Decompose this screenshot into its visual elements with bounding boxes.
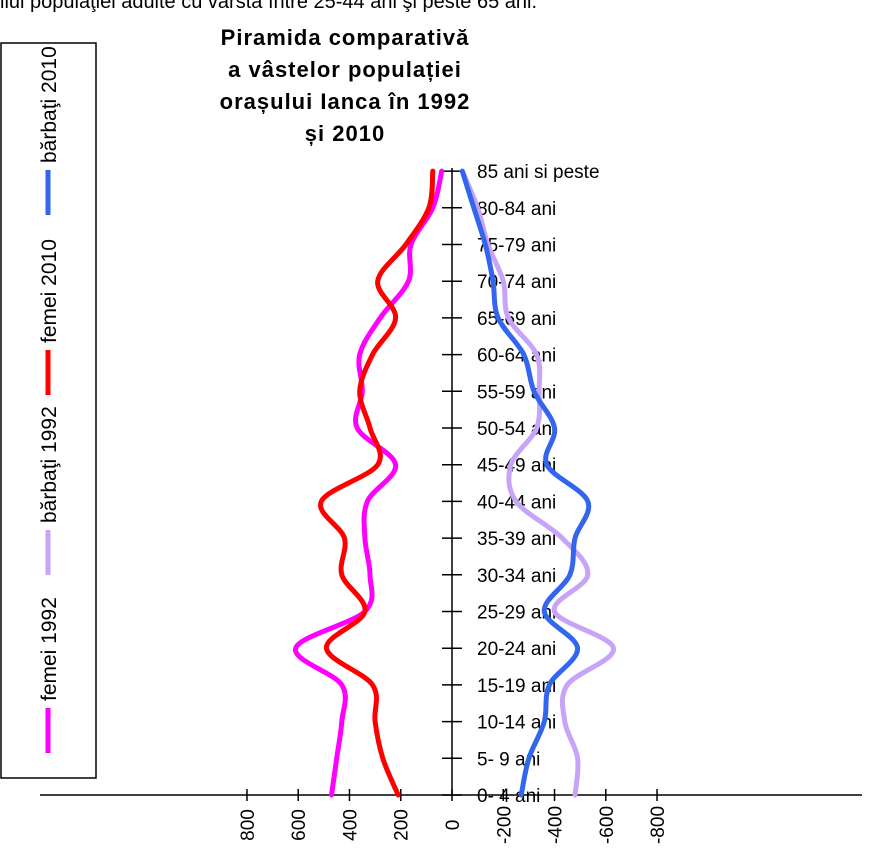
x-tick-label: 0 [443,820,464,831]
category-label: 50-54 ani [477,419,556,440]
category-label: 80-84 ani [477,199,556,220]
category-label: 35-39 ani [477,529,556,550]
category-label: 55-59 ani [477,382,556,403]
category-label: 30-34 ani [477,566,556,587]
category-label: 75-79 ani [477,236,556,257]
x-tick-label: -200 [494,806,515,844]
series-line [459,168,616,798]
legend-label: bărbaţi 2010 [38,46,61,163]
category-label: 25-29 ani [477,603,556,624]
series-line [293,168,445,798]
series-lines [293,168,616,798]
chart-title-line: orașului Ianca în 1992 [219,89,471,114]
category-label: 0- 4 ani [477,786,540,807]
category-label: 60-64 ani [477,346,556,367]
series-line [459,168,592,798]
x-tick-label: -800 [648,806,669,844]
x-axis: 800 600 400 200 0 -200 -400 -600 -800 [40,789,862,844]
page-caption: ilul populaţiei adulte cu vârsta între 2… [0,0,538,13]
category-label: 10-14 ani [477,713,556,734]
x-tick-label: 200 [392,809,413,841]
legend-box [0,42,97,779]
category-label: 45-49 ani [477,456,556,477]
chart-title-line: Piramida comparativă [220,25,470,50]
x-tick-label: -400 [546,806,567,844]
legend-label: bărbaţi 1992 [38,406,61,523]
x-tick-label: 400 [340,809,361,841]
category-label: 85 ani si peste [477,162,600,183]
chart-title-line: și 2010 [304,121,386,146]
chart-title: Piramida comparativă a vâstelor populați… [180,22,510,150]
category-label: 15-19 ani [477,676,556,697]
legend: femei 1992 bărbaţi 1992 femei 2010 bărbaţi … [0,42,97,779]
series-line [318,168,436,798]
category-label: 20-24 ani [477,639,556,660]
legend-label: femei 2010 [38,239,61,343]
chart-title-line: a vâstelor populației [228,57,462,82]
category-label: 70-74 ani [477,272,556,293]
x-tick-label: -600 [597,806,618,844]
legend-label: femei 1992 [38,597,61,701]
x-tick-label: 600 [289,809,310,841]
x-tick-label: 800 [238,809,259,841]
